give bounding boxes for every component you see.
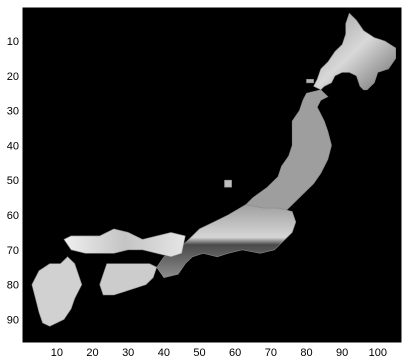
y-tick-label: 30 (7, 106, 19, 118)
y-tick-label: 20 (7, 71, 19, 83)
heatmap-land (31, 12, 397, 327)
x-tick-label: 60 (229, 347, 241, 358)
region-hokkaido-0 (313, 12, 397, 91)
y-tick-label: 50 (7, 175, 19, 187)
x-tick-label: 80 (300, 347, 312, 358)
region-islands-7 (306, 79, 314, 84)
region-honshu-central-2 (156, 204, 297, 278)
y-tick-label: 90 (7, 314, 19, 326)
axes-frame (22, 7, 402, 343)
region-kyushu-5 (31, 256, 83, 327)
region-islands-6 (224, 179, 232, 188)
x-tick-label: 70 (265, 347, 277, 358)
y-tick-label: 70 (7, 245, 19, 257)
x-tick-label: 90 (336, 347, 348, 358)
region-honshu-west-3 (63, 228, 186, 258)
x-tick-label: 10 (51, 347, 63, 358)
x-tick-label: 50 (193, 347, 205, 358)
axes: 10 20 30 40 50 60 70 80 90 100 10 20 30 40 50 60 70 80 90 (7, 7, 402, 358)
x-tick-label: 30 (122, 347, 134, 358)
y-tick-label: 40 (7, 140, 19, 152)
x-tick-label: 40 (158, 347, 170, 358)
region-shikoku-4 (99, 263, 158, 296)
y-tick-label: 80 (7, 280, 19, 292)
y-tick-label: 10 (7, 36, 19, 48)
y-tick-label: 60 (7, 210, 19, 222)
x-tick-label: 100 (369, 347, 387, 358)
x-tick-label: 20 (86, 347, 98, 358)
